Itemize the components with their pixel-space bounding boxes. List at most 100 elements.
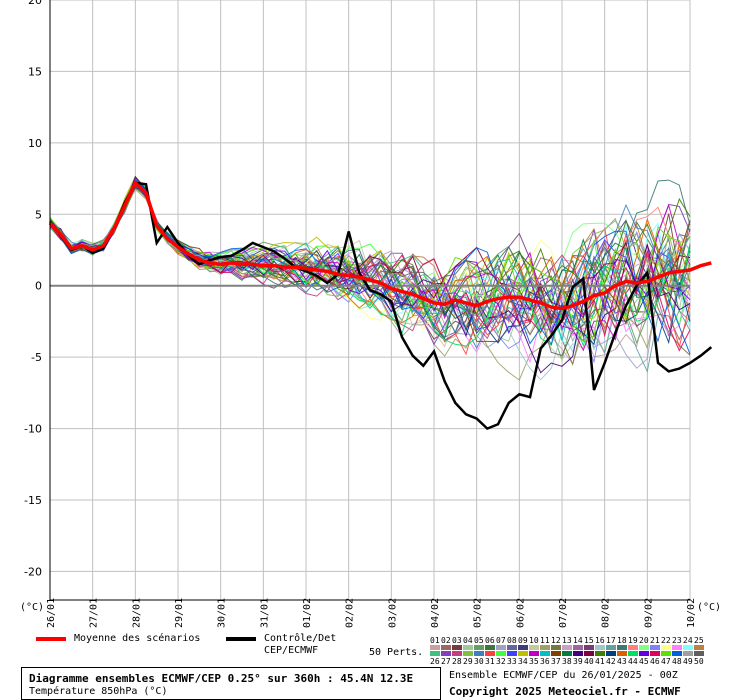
member-swatch: [518, 651, 528, 656]
member-swatch: [540, 651, 550, 656]
main-series: [48, 179, 713, 431]
member-swatch: [463, 651, 473, 656]
member-number: 24: [683, 636, 693, 645]
member-number: 35: [529, 657, 539, 666]
member-number: 15: [584, 636, 594, 645]
member-number: 18: [617, 636, 627, 645]
member-swatch: [518, 645, 528, 650]
member-number: 43: [617, 657, 627, 666]
x-tick-label: 29/01: [174, 598, 185, 628]
member-swatch: [661, 645, 671, 650]
member-number: 31: [485, 657, 495, 666]
mean-line: [48, 179, 712, 311]
y-tick-label: -10: [24, 423, 42, 436]
x-tick-label: 07/02: [558, 598, 569, 628]
member-swatch: [485, 651, 495, 656]
x-tick-label: 27/01: [89, 598, 100, 628]
axes: 20 15 10 5 0 -5 -10 -15 -20 26/01 27/01 28/01 29/01 3…: [20, 0, 721, 628]
member-swatch: [551, 651, 561, 656]
member-number: 01: [430, 636, 440, 645]
x-tick-label: 01/02: [302, 598, 313, 628]
control-legend-label-1: Contrôle/Det: [264, 633, 337, 644]
member-swatch: [661, 651, 671, 656]
member-swatch: [595, 645, 605, 650]
member-swatch: [485, 645, 495, 650]
member-number: 05: [474, 636, 484, 645]
member-swatch: [507, 645, 517, 650]
member-swatch: [496, 651, 506, 656]
y-tick-label: 5: [35, 208, 42, 221]
member-number: 25: [694, 636, 704, 645]
x-tick-label: 30/01: [217, 598, 228, 628]
member-swatch: [584, 645, 594, 650]
x-tick-label: 28/01: [131, 598, 142, 628]
member-number: 12: [551, 636, 561, 645]
unit-label-right: (°C): [697, 602, 721, 613]
member-swatch: [617, 651, 627, 656]
member-swatch: [430, 651, 440, 656]
x-tick-label: 03/02: [387, 598, 398, 628]
member-number: 45: [639, 657, 649, 666]
member-swatch: [650, 645, 660, 650]
member-swatch: [562, 651, 572, 656]
x-tick-label: 05/02: [473, 598, 484, 628]
member-number: 33: [507, 657, 517, 666]
member-number: 19: [628, 636, 638, 645]
member-number: 13: [562, 636, 572, 645]
member-swatch: [529, 645, 539, 650]
member-swatch: [551, 645, 561, 650]
member-number: 46: [650, 657, 660, 666]
member-swatch: [694, 651, 704, 656]
y-tick-label: 15: [28, 65, 42, 78]
member-number: 29: [463, 657, 473, 666]
x-tick-label: 06/02: [515, 598, 526, 628]
member-swatch: [595, 651, 605, 656]
member-number: 10: [529, 636, 539, 645]
member-swatch: [474, 645, 484, 650]
perts-legend-label: 50 Perts.: [369, 647, 424, 658]
member-number: 44: [628, 657, 638, 666]
unit-label-left: (°C): [20, 602, 44, 613]
member-swatch: [628, 645, 638, 650]
member-swatch: [540, 645, 550, 650]
y-tick-label: 10: [28, 137, 42, 150]
member-swatch: [474, 651, 484, 656]
member-number: 20: [639, 636, 649, 645]
legend-swatches: 01 02 03 04 05 06 07 08 09 10 11 12 13 14 15 16 17 18 19 20…: [36, 636, 704, 666]
title-box: Diagramme ensembles ECMWF/CEP 0.25° sur …: [21, 667, 441, 700]
member-number: 37: [551, 657, 561, 666]
member-number: 36: [540, 657, 550, 666]
member-swatch: [430, 645, 440, 650]
member-number: 39: [573, 657, 583, 666]
member-swatch: [452, 645, 462, 650]
member-swatch: [507, 651, 517, 656]
y-tick-label: -15: [24, 494, 42, 507]
member-swatch: [694, 645, 704, 650]
member-swatch: [441, 651, 451, 656]
member-number: 41: [595, 657, 605, 666]
x-tick-label: 08/02: [601, 598, 612, 628]
member-number: 50: [694, 657, 704, 666]
x-tick-label: 26/01: [46, 598, 57, 628]
member-number: 48: [672, 657, 682, 666]
member-swatch: [683, 651, 693, 656]
member-number: 14: [573, 636, 583, 645]
member-swatch: [628, 651, 638, 656]
x-tick-label: 10/02: [686, 598, 697, 628]
member-number: 47: [661, 657, 671, 666]
chart-subtitle: Température 850hPa (°C): [29, 686, 168, 697]
member-number: 27: [441, 657, 451, 666]
run-label: Ensemble ECMWF/CEP du 26/01/2025 - 00Z: [449, 670, 678, 681]
member-swatch: [573, 645, 583, 650]
x-tick-label: 02/02: [345, 598, 356, 628]
member-number: 17: [606, 636, 616, 645]
member-number: 11: [540, 636, 550, 645]
y-tick-label: 0: [35, 280, 42, 293]
member-swatch: [463, 645, 473, 650]
member-swatch: [639, 645, 649, 650]
member-swatch: [573, 651, 583, 656]
member-number: 49: [683, 657, 693, 666]
member-swatch: [617, 645, 627, 650]
member-number: 40: [584, 657, 594, 666]
